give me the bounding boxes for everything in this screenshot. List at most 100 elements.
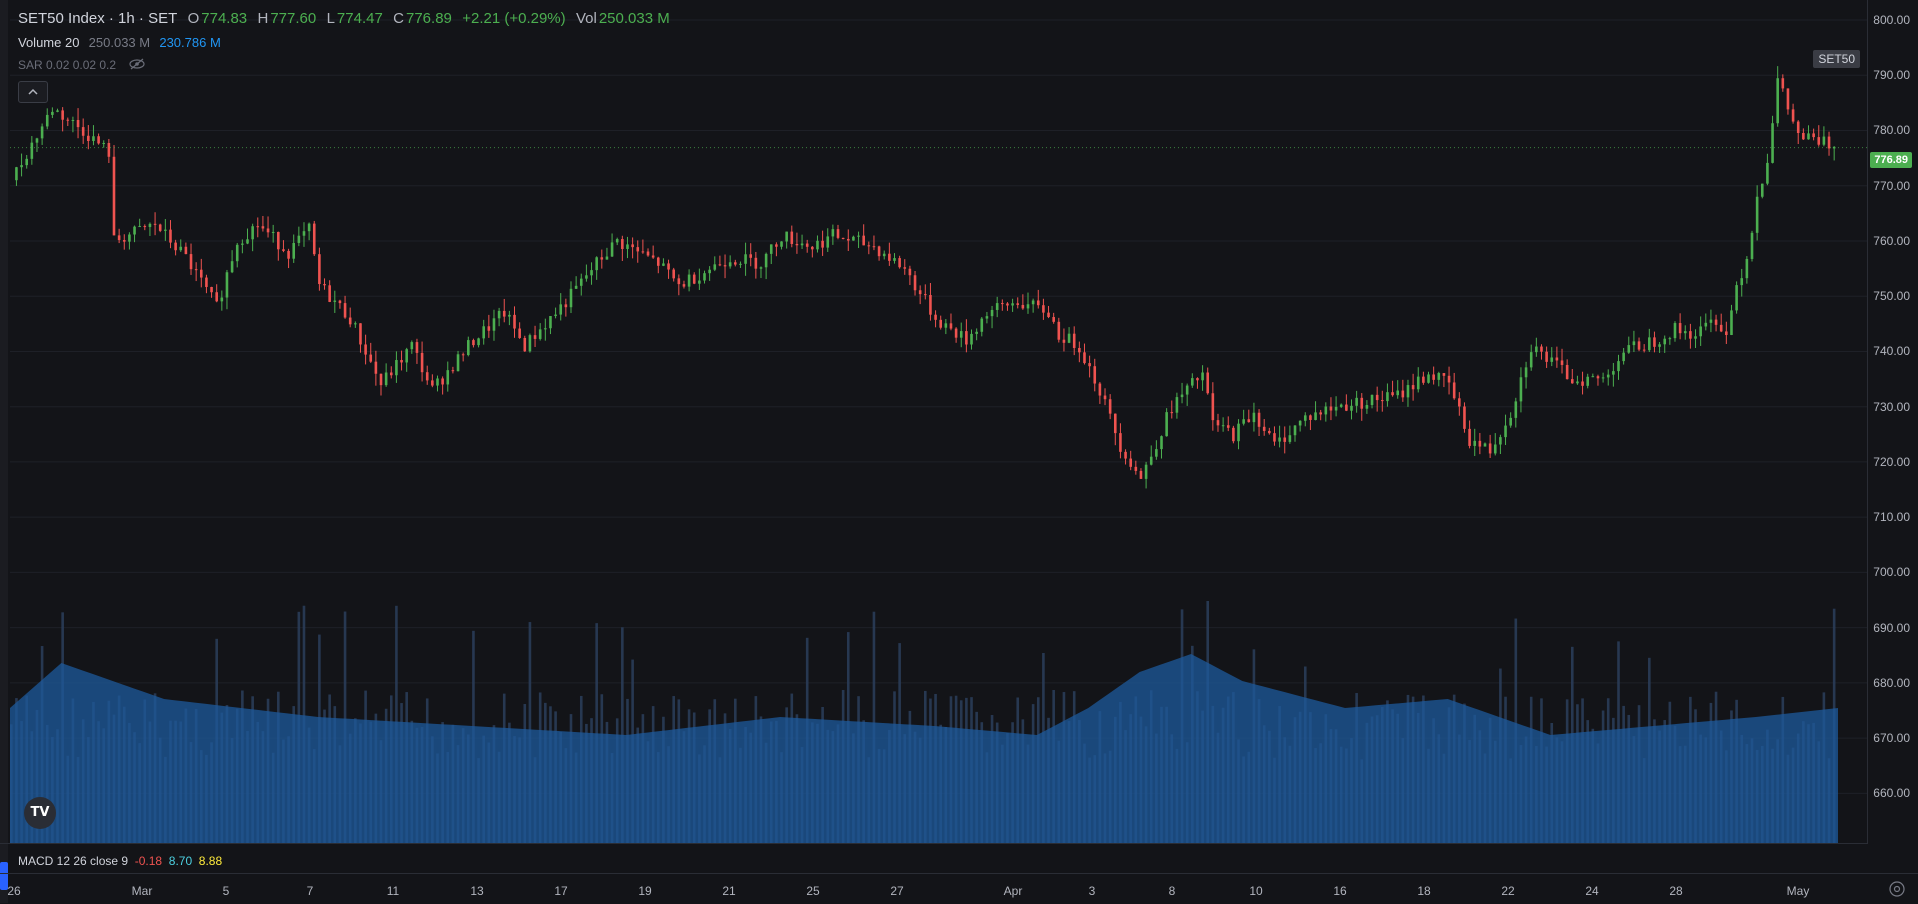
candle-body [1360,397,1364,409]
candle-body [1155,449,1158,457]
price-tick-label: 750.00 [1873,289,1910,304]
pane-resize-handle[interactable] [0,862,8,890]
candle-body [1072,333,1076,348]
candle-body [71,120,75,122]
candle-body [1386,392,1389,402]
candle-body [723,265,727,267]
candle-body [970,333,973,345]
candle-body [1760,183,1764,197]
time-tick-label: 16 [1333,884,1347,898]
symbol-price-tag: SET50 [1813,50,1860,68]
candle-body [1381,400,1384,402]
candle-body [1750,232,1754,259]
candle-body [1247,419,1251,423]
candle-body [1709,319,1713,323]
candle-body [153,223,157,225]
low-label: L [326,10,335,27]
candle-body [1648,337,1651,351]
candle-body [271,231,275,233]
candle-body [1519,377,1523,402]
candle-body [1807,133,1810,140]
candle-body [1555,357,1559,361]
candle-body [1689,331,1692,339]
candle-body [1170,412,1174,414]
candle-body [1334,406,1338,411]
settings-button[interactable] [1888,880,1906,898]
price-axis[interactable]: 800.00 790.00 780.00 770.00 760.00 750.00 740.… [1867,0,1918,843]
candle-body [395,360,398,376]
candle-body [749,254,753,258]
candle-body [821,240,824,248]
candle-body [1196,378,1199,381]
candle-body [15,167,18,181]
candle-body [312,223,316,255]
candle-body [682,284,686,287]
candle-body [359,323,362,345]
tradingview-logo[interactable]: TV [24,797,56,829]
candle-body [51,111,54,115]
candle-body [415,342,419,353]
candle-body [1288,435,1292,442]
high-value: 777.60 [270,10,317,27]
candle-body [369,354,373,362]
candle-body [918,290,922,295]
candle-body [1016,303,1020,305]
volume-legend[interactable]: Volume 20 250.033 M 230.786 M [18,35,223,50]
candle-body [302,231,306,236]
candle-body [374,361,378,374]
candle-body [1427,374,1430,383]
candle-body [1006,303,1009,306]
candle-body [544,328,547,330]
time-tick-label: 5 [222,884,230,898]
candle-body [1581,381,1584,386]
candle-body [87,135,90,141]
candle-body [1550,357,1554,362]
candle-body [1206,372,1210,394]
candle-body [1642,349,1646,351]
candle-body [25,158,29,166]
candle-body [1098,383,1102,396]
candle-body [651,255,655,258]
candle-body [1468,428,1471,446]
candle-body [533,335,537,339]
candle-body [40,126,44,139]
candle-body [1165,412,1168,437]
candle-body [1668,338,1672,340]
candle-body [1339,404,1343,407]
candle-body [1113,413,1117,434]
candle-body [1509,417,1512,426]
candle-body [1124,451,1127,459]
eye-hidden-icon[interactable] [129,58,146,73]
time-axis[interactable]: 26 Mar 5 7 11 13 17 19 21 25 27 Apr 3 8 10 16 18 22 24 28 Ma… [0,873,1918,904]
sar-legend[interactable]: SAR 0.02 0.02 0.2 [18,58,147,73]
candle-body [841,237,845,240]
candle-body [1160,436,1163,450]
candle-body [436,378,439,386]
candle-body [220,297,224,302]
macd-pane[interactable]: MACD 12 26 close 9 -0.18 8.70 8.88 [0,843,1868,874]
volume-bar [595,623,598,843]
volume-label: Volume 20 [18,35,80,50]
symbol-title[interactable]: SET50 Index · 1h · SET [18,10,178,27]
candle-body [1047,312,1050,318]
candle-body [1755,196,1759,233]
candle-body [836,229,840,238]
candle-body [174,242,177,251]
candle-body [1432,374,1435,380]
candle-body [1108,399,1112,414]
candle-body [1560,360,1564,365]
candle-body [549,316,552,329]
collapse-legend-button[interactable] [18,81,48,103]
candle-body [528,335,532,352]
candle-body [1036,300,1040,306]
candle-body [1704,322,1708,327]
candle-body [985,316,989,319]
macd-legend[interactable]: MACD 12 26 close 9 -0.18 8.70 8.88 [18,854,222,868]
candle-body [230,261,234,273]
candle-body [795,243,799,246]
candle-body [1345,404,1348,411]
close-value: 776.89 [406,10,452,27]
candle-body [636,247,640,252]
candle-body [328,285,331,302]
